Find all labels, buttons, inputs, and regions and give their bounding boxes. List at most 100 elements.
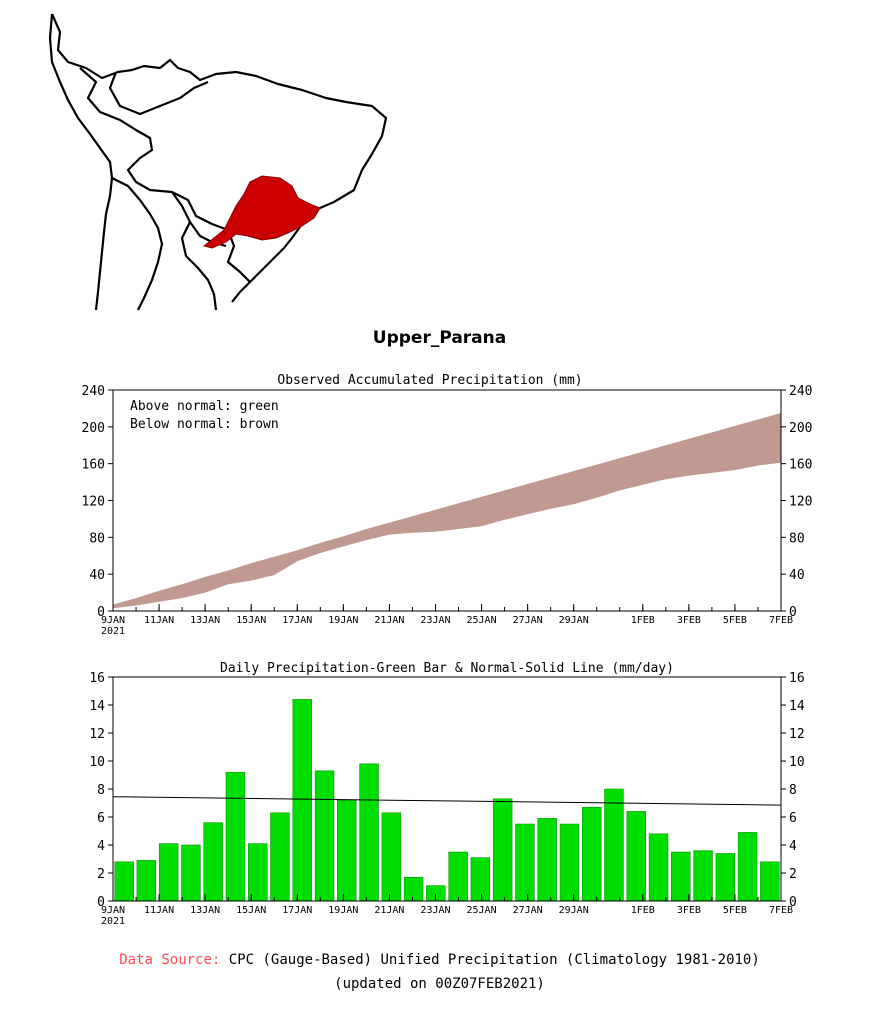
daily-ytick-label-right: 16 — [789, 671, 805, 686]
acc-annotation-above: Above normal: green — [130, 399, 279, 414]
daily-xtick-label: 25JAN — [466, 905, 496, 916]
daily-ytick-label-left: 2 — [97, 867, 105, 882]
daily-xtick-label: 15JAN — [236, 905, 266, 916]
daily-bar — [737, 832, 758, 902]
acc-xtick-label: 1FEB — [631, 615, 655, 626]
data-source-line: Data Source: CPC (Gauge-Based) Unified P… — [0, 948, 879, 972]
acc-annotation-below: Below normal: brown — [130, 417, 279, 432]
daily-ytick-label-left: 14 — [89, 699, 105, 714]
acc-xtick-label: 15JAN — [236, 615, 266, 626]
acc-xtick-label: 7FEB — [769, 615, 793, 626]
updated-text: (updated on 00Z07FEB2021) — [334, 976, 545, 992]
upper-parana-basin-shape — [202, 175, 321, 249]
daily-bar — [136, 860, 157, 902]
daily-bar — [225, 771, 246, 902]
acc-xtick-label: 3FEB — [677, 615, 701, 626]
daily-plot-frame — [112, 676, 782, 902]
acc-xtick-label: 23JAN — [420, 615, 450, 626]
daily-bar — [359, 763, 379, 902]
acc-ytick-label-left: 120 — [82, 495, 105, 510]
acc-year-label: 2021 — [101, 626, 125, 637]
acc-axis-ticks: 0 0 40 40 80 80 120 120 160 160 200 200 240 240 9JAN 11… — [82, 384, 813, 637]
region-title: Upper_Parana — [372, 328, 507, 348]
daily-ytick-label-left: 6 — [97, 811, 105, 826]
daily-ytick-label-right: 0 — [789, 895, 797, 910]
daily-bar — [337, 799, 357, 902]
daily-ytick-label-left: 10 — [89, 755, 105, 770]
daily-ytick-label-right: 4 — [789, 839, 797, 854]
daily-xtick-label: 1FEB — [631, 905, 655, 916]
daily-xtick-label: 5FEB — [723, 905, 747, 916]
daily-chart-title: Daily Precipitation-Green Bar & Normal-S… — [220, 661, 674, 676]
map-andean-border — [111, 177, 164, 311]
daily-bar — [604, 788, 624, 902]
daily-bar — [158, 843, 179, 902]
daily-bar — [582, 806, 602, 902]
accumulated-precipitation-chart: Observed Accumulated Precipitation (mm) … — [82, 373, 813, 637]
acc-ytick-label-right: 40 — [789, 568, 805, 583]
acc-ytick-label-left: 240 — [82, 384, 105, 399]
map-coastline-north — [50, 13, 388, 303]
data-source-text: CPC (Gauge-Based) Unified Precipitation … — [228, 952, 760, 968]
daily-ytick-label-right: 10 — [789, 755, 805, 770]
daily-bars — [114, 699, 780, 902]
daily-xtick-label: 27JAN — [513, 905, 543, 916]
daily-xtick-label: 19JAN — [328, 905, 358, 916]
acc-xtick-label: 5FEB — [723, 615, 747, 626]
acc-ytick-label-left: 80 — [89, 531, 105, 546]
daily-ytick-label-left: 0 — [97, 895, 105, 910]
daily-precipitation-chart: Daily Precipitation-Green Bar & Normal-S… — [89, 661, 804, 927]
daily-xtick-label: 23JAN — [420, 905, 450, 916]
daily-bar — [403, 876, 424, 902]
daily-bar — [181, 844, 201, 902]
acc-ytick-label-right: 0 — [789, 605, 797, 620]
acc-ytick-label-left: 40 — [89, 568, 105, 583]
acc-ytick-label-right: 80 — [789, 531, 805, 546]
acc-ytick-label-left: 200 — [82, 421, 105, 436]
acc-xtick-label: 11JAN — [144, 615, 174, 626]
acc-xtick-label: 27JAN — [513, 615, 543, 626]
daily-ytick-label-right: 2 — [789, 867, 797, 882]
acc-xtick-label: 25JAN — [466, 615, 496, 626]
daily-bar — [248, 843, 268, 902]
daily-xtick-label: 3FEB — [677, 905, 701, 916]
daily-bar — [381, 812, 402, 902]
daily-bar — [292, 699, 312, 902]
daily-bar — [470, 857, 491, 902]
acc-chart-title: Observed Accumulated Precipitation (mm) — [277, 373, 582, 388]
acc-ytick-label-right: 120 — [789, 495, 812, 510]
acc-plot-frame — [112, 389, 782, 612]
daily-bar — [715, 853, 736, 902]
daily-xtick-label: 17JAN — [282, 905, 312, 916]
map-coastline-west — [48, 13, 114, 311]
daily-normal-line — [112, 796, 782, 806]
daily-ytick-label-left: 12 — [89, 727, 105, 742]
daily-xtick-label: 21JAN — [374, 905, 404, 916]
daily-year-label: 2021 — [101, 916, 125, 927]
footer: Data Source: CPC (Gauge-Based) Unified P… — [0, 948, 879, 996]
daily-xtick-label: 29JAN — [559, 905, 589, 916]
daily-bar — [314, 770, 335, 902]
daily-axis-ticks: 0 0 2 2 4 4 6 6 8 8 10 10 12 12 14 14 16 16 9JAN 11JAN 13JAN… — [89, 671, 804, 927]
daily-ytick-label-right: 8 — [789, 783, 797, 798]
daily-ytick-label-right: 6 — [789, 811, 797, 826]
acc-xtick-label: 13JAN — [190, 615, 220, 626]
acc-below-normal-area — [113, 413, 781, 609]
acc-xtick-label: 9JAN — [101, 615, 125, 626]
map-argentina-border — [180, 221, 218, 311]
daily-ytick-label-left: 8 — [97, 783, 105, 798]
daily-bar — [693, 850, 713, 902]
daily-ytick-label-left: 4 — [97, 839, 105, 854]
daily-bar — [492, 798, 513, 902]
daily-bar — [671, 851, 691, 902]
acc-xtick-label: 17JAN — [282, 615, 312, 626]
country-borders — [48, 13, 388, 311]
acc-ytick-label-left: 0 — [97, 605, 105, 620]
map-northern-border — [108, 71, 209, 116]
acc-xtick-label: 29JAN — [559, 615, 589, 626]
daily-bar — [448, 851, 468, 902]
daily-bar — [537, 818, 557, 902]
south-america-map — [48, 13, 388, 311]
map-brazil-border — [79, 67, 251, 283]
daily-bar — [203, 822, 223, 902]
